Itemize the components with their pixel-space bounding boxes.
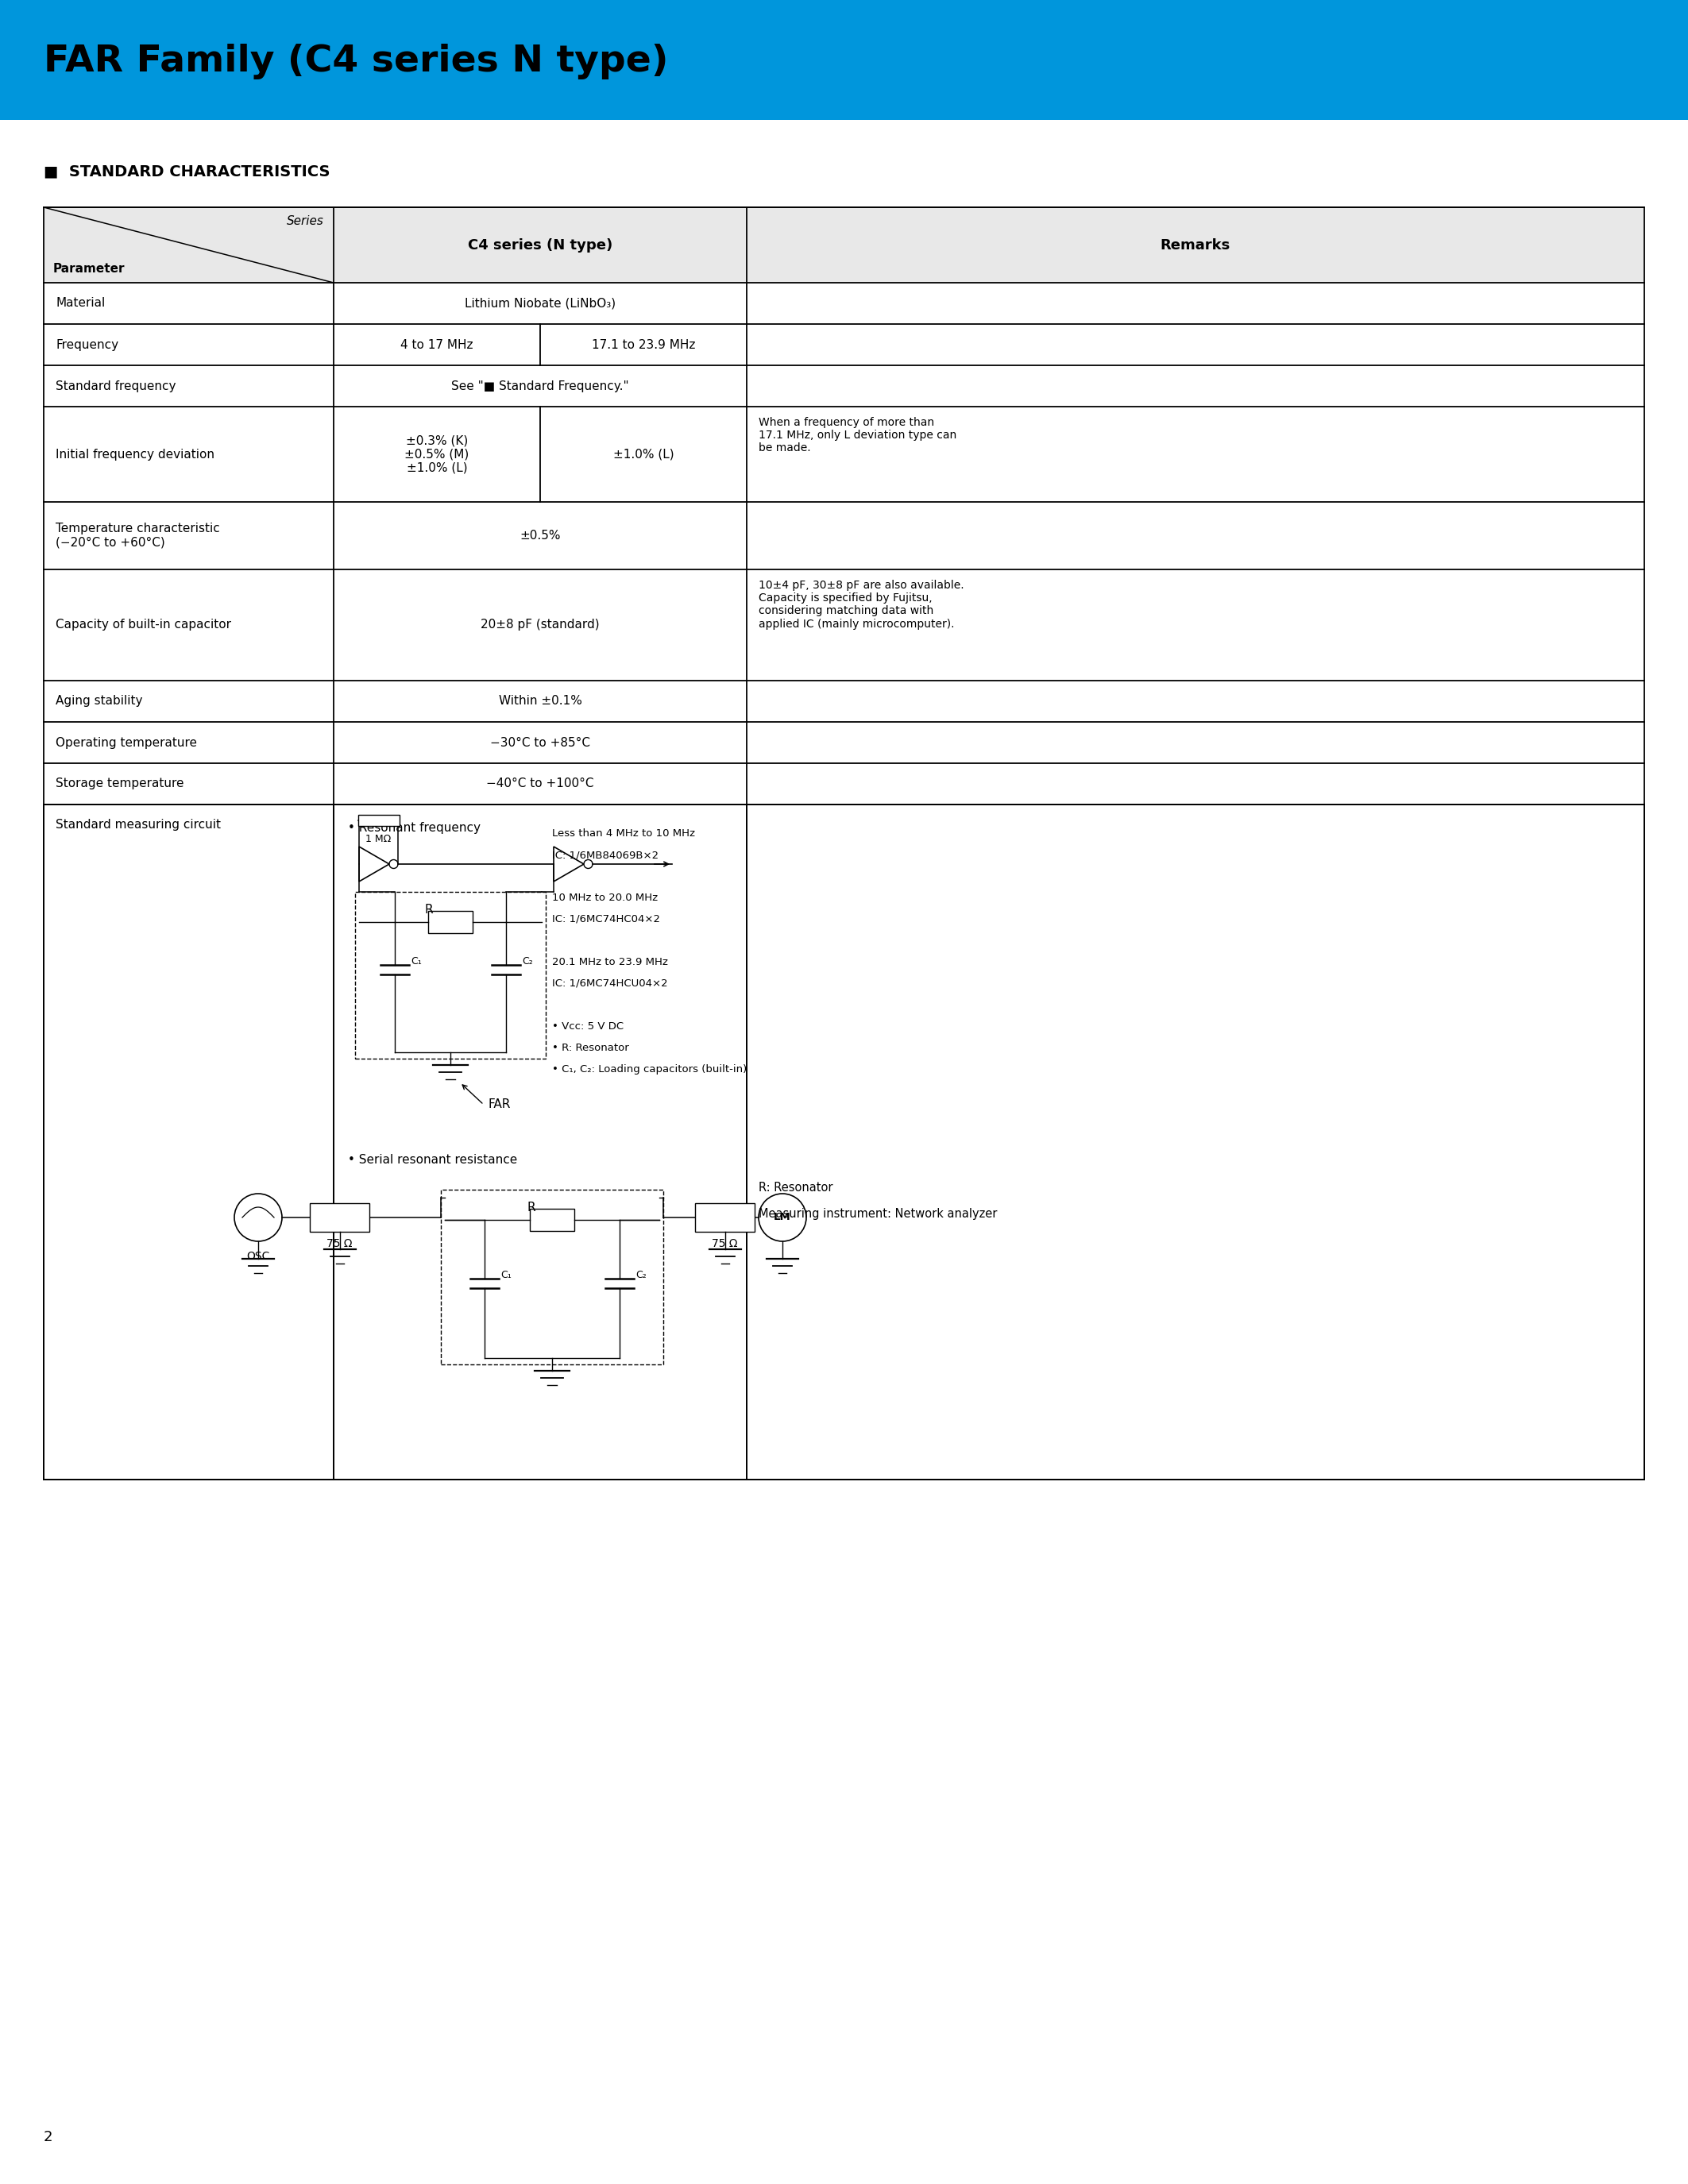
Text: When a frequency of more than
17.1 MHz, only L deviation type can
be made.: When a frequency of more than 17.1 MHz, … (758, 417, 957, 454)
Text: • Vcc: 5 V DC: • Vcc: 5 V DC (552, 1022, 623, 1031)
Text: −40°C to +100°C: −40°C to +100°C (486, 778, 594, 791)
Text: Remarks: Remarks (1160, 238, 1231, 251)
Text: Material: Material (56, 297, 105, 310)
Text: ■  STANDARD CHARACTERISTICS: ■ STANDARD CHARACTERISTICS (44, 164, 331, 179)
Text: C₂: C₂ (522, 957, 533, 968)
Text: −30°C to +85°C: −30°C to +85°C (490, 736, 591, 749)
Bar (695, 1203, 755, 1232)
Text: C₁: C₁ (410, 957, 422, 968)
Text: Measuring instrument: Network analyzer: Measuring instrument: Network analyzer (758, 1208, 998, 1221)
Bar (311, 1203, 370, 1232)
Text: Within ±0.1%: Within ±0.1% (498, 695, 582, 708)
Text: C4 series (N type): C4 series (N type) (468, 238, 613, 251)
Text: IC: 1/6MB84069B×2: IC: 1/6MB84069B×2 (552, 850, 658, 860)
Text: OSC: OSC (246, 1251, 270, 1262)
Text: 10±4 pF, 30±8 pF are also available.
Capacity is specified by Fujitsu,
consideri: 10±4 pF, 30±8 pF are also available. Cap… (758, 579, 964, 629)
Text: Frequency: Frequency (56, 339, 118, 352)
Bar (0, 0, 1688, 103)
Text: 1 MΩ: 1 MΩ (366, 834, 392, 845)
Text: • C₁, C₂: Loading capacitors (built-in): • C₁, C₂: Loading capacitors (built-in) (552, 1064, 746, 1075)
Text: 20±8 pF (standard): 20±8 pF (standard) (481, 618, 599, 631)
Bar (354, 891, 545, 1059)
Text: 20.1 MHz to 23.9 MHz: 20.1 MHz to 23.9 MHz (552, 957, 668, 968)
Bar (44, 207, 1644, 1479)
Text: FAR Family (C4 series N type): FAR Family (C4 series N type) (44, 44, 668, 79)
Text: Temperature characteristic
(−20°C to +60°C): Temperature characteristic (−20°C to +60… (56, 522, 219, 548)
Text: R: R (425, 904, 434, 915)
Text: 4 to 17 MHz: 4 to 17 MHz (400, 339, 473, 352)
Bar (358, 815, 398, 826)
Text: 75 Ω: 75 Ω (712, 1238, 738, 1249)
Text: IC: 1/6MC74HC04×2: IC: 1/6MC74HC04×2 (552, 915, 660, 924)
Text: ±1.0% (L): ±1.0% (L) (613, 448, 674, 461)
Bar (441, 1190, 663, 1365)
Text: R: Resonator: R: Resonator (758, 1182, 832, 1195)
Text: Operating temperature: Operating temperature (56, 736, 197, 749)
Text: Less than 4 MHz to 10 MHz: Less than 4 MHz to 10 MHz (552, 828, 695, 839)
Bar (44, 207, 1644, 282)
Text: Aging stability: Aging stability (56, 695, 142, 708)
Text: Series: Series (287, 216, 324, 227)
Text: ±0.3% (K)
±0.5% (M)
±1.0% (L): ±0.3% (K) ±0.5% (M) ±1.0% (L) (405, 435, 469, 474)
Bar (530, 1208, 574, 1232)
Text: • R: Resonator: • R: Resonator (552, 1042, 630, 1053)
Text: 2: 2 (44, 2129, 52, 2145)
Text: C₁: C₁ (500, 1271, 511, 1280)
Text: R: R (527, 1201, 535, 1214)
Text: 10 MHz to 20.0 MHz: 10 MHz to 20.0 MHz (552, 893, 658, 902)
Text: See "■ Standard Frequency.": See "■ Standard Frequency." (451, 380, 630, 391)
Text: Storage temperature: Storage temperature (56, 778, 184, 791)
Text: • Serial resonant resistance: • Serial resonant resistance (348, 1153, 517, 1166)
Text: LM: LM (773, 1212, 792, 1223)
Bar (429, 911, 473, 933)
Text: ±0.5%: ±0.5% (520, 531, 560, 542)
Text: 75 Ω: 75 Ω (327, 1238, 353, 1249)
Text: 17.1 to 23.9 MHz: 17.1 to 23.9 MHz (592, 339, 695, 352)
Bar (0, 103, 1688, 120)
Text: C₂: C₂ (635, 1271, 647, 1280)
Text: IC: 1/6MC74HCU04×2: IC: 1/6MC74HCU04×2 (552, 978, 668, 989)
Text: Capacity of built-in capacitor: Capacity of built-in capacitor (56, 618, 231, 631)
Text: Lithium Niobate (LiNbO₃): Lithium Niobate (LiNbO₃) (464, 297, 616, 310)
Text: FAR: FAR (488, 1099, 510, 1112)
Text: • Resonant frequency: • Resonant frequency (348, 821, 481, 834)
Text: Parameter: Parameter (54, 262, 125, 275)
Text: Initial frequency deviation: Initial frequency deviation (56, 448, 214, 461)
Text: Standard frequency: Standard frequency (56, 380, 176, 391)
Text: Standard measuring circuit: Standard measuring circuit (56, 819, 221, 830)
